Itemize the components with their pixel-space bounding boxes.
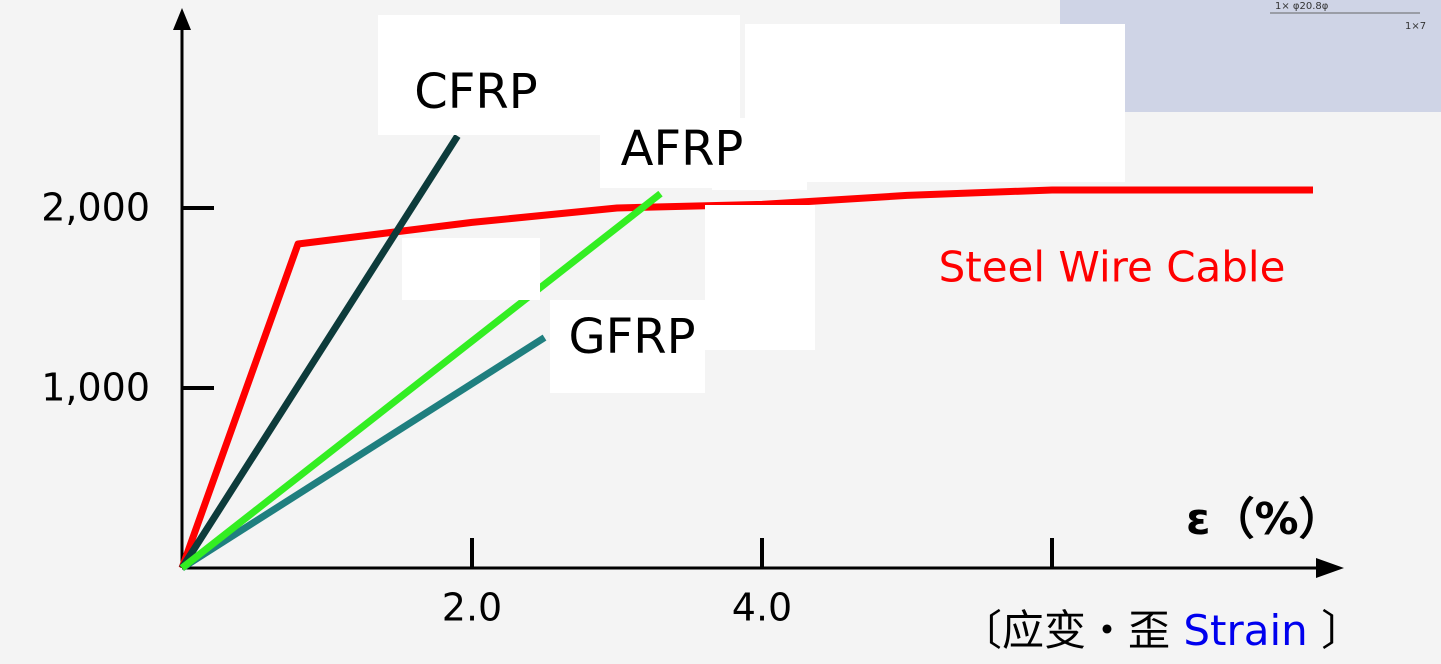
y-tick-label: 2,000 [41, 186, 150, 230]
series-label: GFRP [568, 309, 695, 365]
x-axis-title: 〔应变・歪 Strain 〕 [960, 606, 1363, 655]
white-box [745, 24, 1125, 182]
series-label: CFRP [414, 64, 537, 120]
x-tick-label: 2.0 [442, 586, 502, 630]
x-tick-label: 4.0 [732, 586, 792, 630]
inset-text: 1×7 [1405, 21, 1426, 32]
chart: 1× φ20.8φ 1×7 1,000 2,000 2.0 4.0 ε（%） 〔应变・… [0, 0, 1441, 664]
white-box [705, 205, 815, 350]
series-label: Steel Wire Cable [939, 243, 1286, 292]
white-box [712, 182, 807, 190]
x-title-part: Strain [1183, 606, 1307, 655]
x-title-part: 〕 [1308, 606, 1363, 655]
x-title-part: 〔应变・歪 [960, 606, 1183, 655]
y-tick-label: 1,000 [41, 366, 150, 410]
series-label: AFRP [621, 121, 744, 177]
x-axis-unit: ε（%） [1186, 494, 1343, 545]
white-box [402, 238, 540, 300]
inset-text: 1× φ20.8φ [1275, 1, 1329, 12]
